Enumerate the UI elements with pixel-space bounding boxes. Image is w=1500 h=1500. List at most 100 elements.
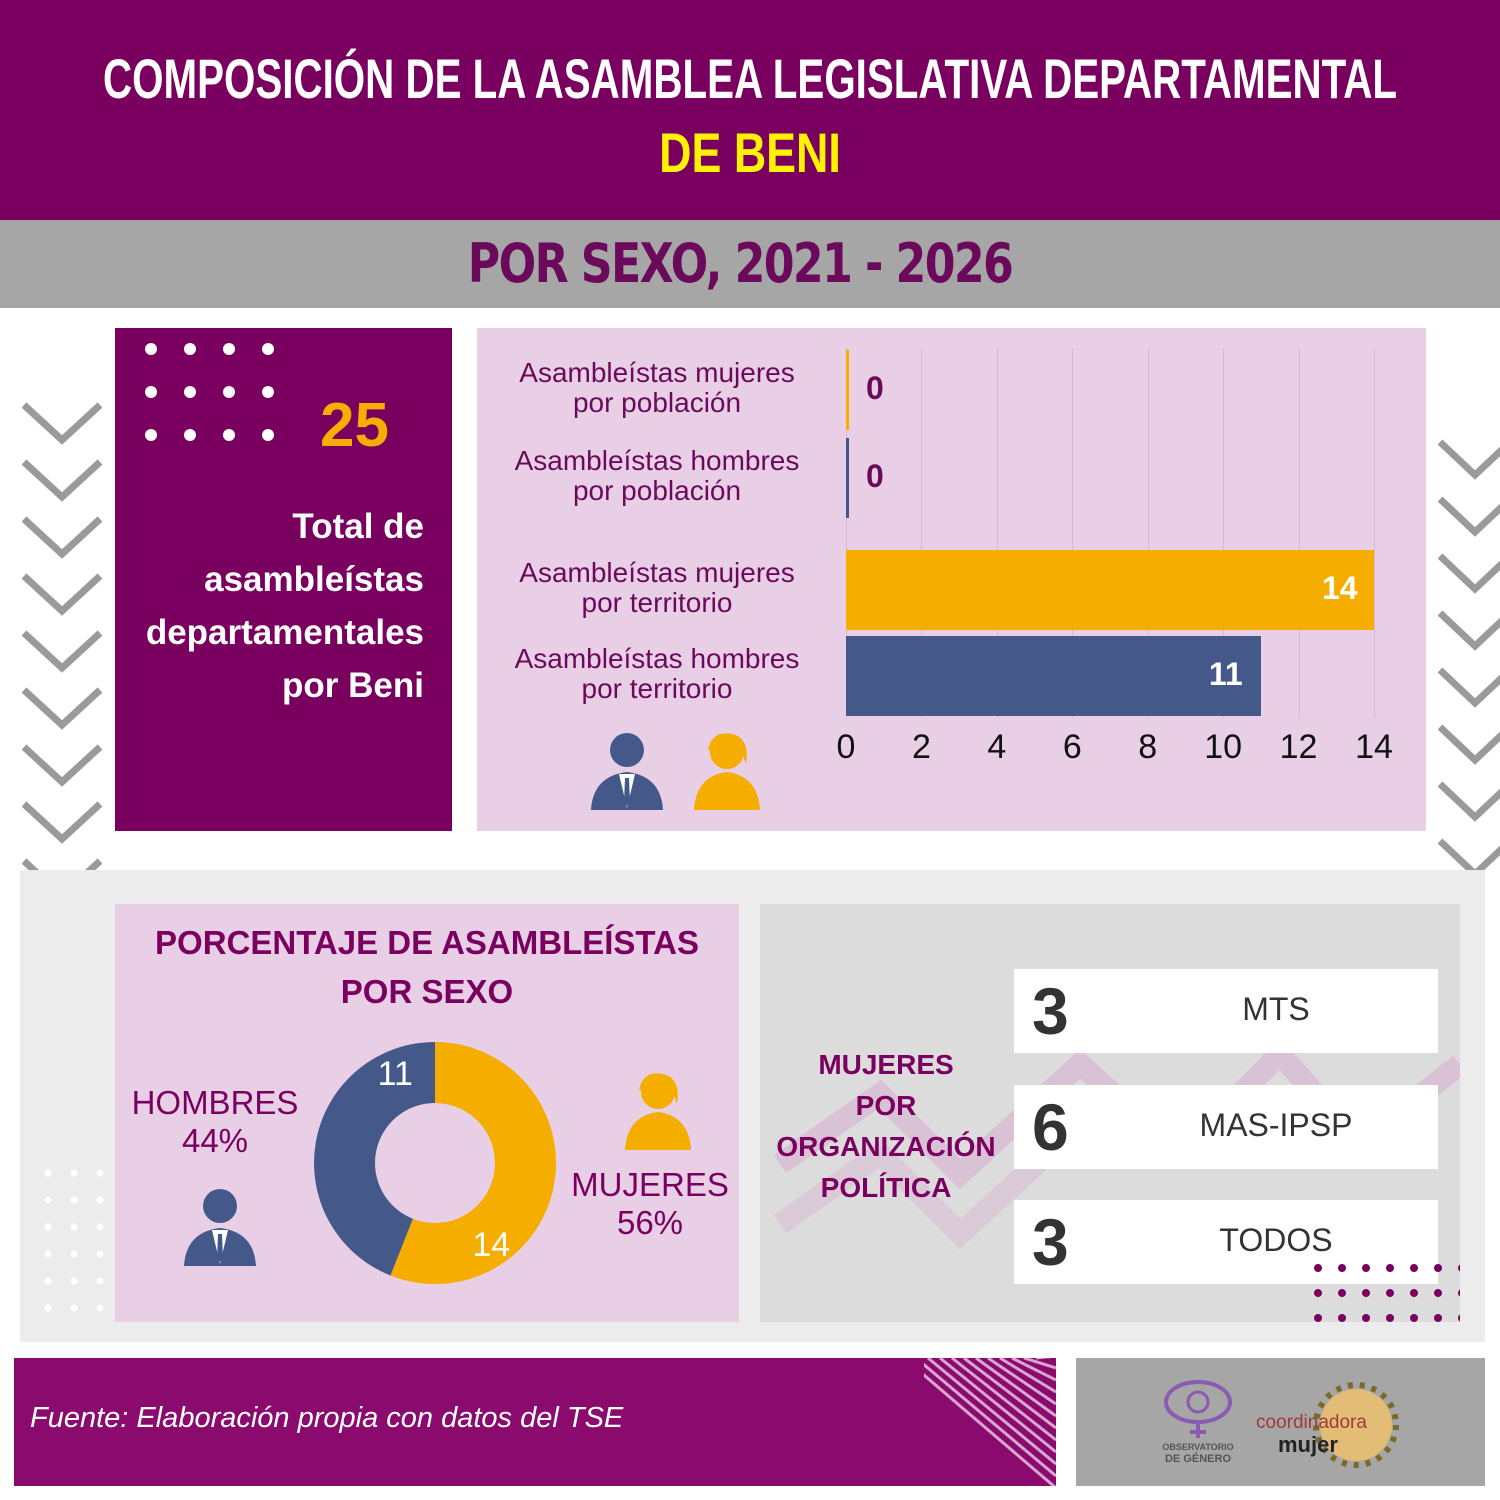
chevron-icon <box>21 687 103 730</box>
donut-title: POR SEXO <box>340 973 514 1010</box>
org-title-line: ORGANIZACIÓN <box>776 1131 996 1162</box>
dot-decoration <box>96 1250 104 1258</box>
svg-text:DE GÉNERO: DE GÉNERO <box>1165 1452 1231 1465</box>
x-tick-label: 0 <box>836 728 856 766</box>
gridline <box>921 348 923 718</box>
dot-decoration <box>1362 1289 1370 1297</box>
bar <box>846 550 1374 630</box>
donut-chart: 14 11 <box>314 1042 556 1284</box>
stripe <box>924 1373 1056 1486</box>
chevron-icon <box>21 744 103 787</box>
stripe <box>1023 1358 1056 1370</box>
man-icon <box>184 1189 256 1266</box>
dot-decoration <box>70 1169 78 1177</box>
dot-decoration <box>184 386 196 398</box>
dot-decoration <box>70 1304 78 1312</box>
bar-value-label: 0 <box>866 370 884 406</box>
bar-value-label: 0 <box>866 458 884 494</box>
x-tick-label: 6 <box>1062 728 1082 766</box>
dot-decoration <box>44 1169 52 1177</box>
donut-value-label: 11 <box>378 1055 413 1093</box>
bar <box>846 350 849 430</box>
dot-decoration <box>1458 1314 1460 1322</box>
logos-panel: OBSERVATORIO DE GÉNERO coordinadora mujer <box>1076 1358 1485 1486</box>
dot-decoration <box>44 1277 52 1285</box>
dot-grid-decoration <box>44 1169 104 1312</box>
stripe <box>963 1358 1056 1430</box>
x-tick-label: 12 <box>1279 728 1318 766</box>
title-line-2: DE BENI <box>659 121 841 184</box>
stripe <box>999 1358 1056 1394</box>
dot-grid-decoration <box>1314 1264 1460 1322</box>
stripe <box>927 1358 1056 1466</box>
total-label-line: por Beni <box>282 666 424 705</box>
total-label-line: Total de <box>292 507 424 546</box>
dot-decoration <box>1338 1264 1346 1272</box>
gridline <box>996 348 998 718</box>
dot-decoration <box>70 1250 78 1258</box>
org-count: 6 <box>1032 1090 1069 1164</box>
chevron-icon <box>1437 781 1500 822</box>
x-tick-label: 10 <box>1204 728 1243 766</box>
dot-decoration <box>96 1223 104 1231</box>
dot-decoration <box>44 1196 52 1204</box>
dot-decoration <box>1458 1264 1460 1272</box>
dot-decoration <box>1410 1289 1418 1297</box>
x-tick-label: 2 <box>911 728 931 766</box>
dot-decoration <box>96 1196 104 1204</box>
x-tick-label: 8 <box>1138 728 1158 766</box>
dot-decoration <box>145 386 157 398</box>
chevron-icon <box>21 516 103 559</box>
dot-decoration <box>44 1304 52 1312</box>
men-label: HOMBRES <box>131 1084 299 1121</box>
dot-decoration <box>44 1223 52 1231</box>
stripe <box>987 1358 1056 1406</box>
dot-decoration <box>96 1169 104 1177</box>
dot-decoration <box>145 429 157 441</box>
bar <box>846 438 849 518</box>
dot-decoration <box>262 386 274 398</box>
title-line-1: COMPOSICIÓN DE LA ASAMBLEA LEGISLATIVA D… <box>103 47 1397 110</box>
bar-category-label: Asambleístas mujeres por territorio <box>519 557 795 618</box>
dot-decoration <box>1314 1264 1322 1272</box>
dot-decoration <box>1386 1314 1394 1322</box>
bar-chart-panel: 0 2 4 6 8 10 12 14 Asambleístas mujeres por pobla… <box>477 328 1426 831</box>
dot-decoration <box>223 429 235 441</box>
total-label: Total de asambleístas departamentales po… <box>146 500 424 712</box>
chevron-icon <box>1437 610 1500 651</box>
man-icon <box>591 733 663 810</box>
chevron-icon <box>21 573 103 616</box>
dot-decoration <box>1386 1289 1394 1297</box>
dot-decoration <box>262 429 274 441</box>
dot-decoration <box>184 429 196 441</box>
gridline <box>846 348 847 718</box>
dot-decoration <box>145 343 157 355</box>
x-tick-label: 4 <box>987 728 1007 766</box>
gridline <box>1298 348 1300 718</box>
stripe <box>1011 1358 1056 1382</box>
stripes-decoration <box>924 1358 1056 1486</box>
bar-category-label: Asambleístas hombres por población <box>514 445 800 506</box>
chevron-icon <box>1437 496 1500 537</box>
dot-decoration <box>1314 1314 1322 1322</box>
bar <box>846 636 1261 716</box>
gridline <box>1374 348 1375 718</box>
dot-decoration <box>223 343 235 355</box>
dot-decoration <box>1338 1314 1346 1322</box>
footer: Fuente: Elaboración propia con datos del… <box>14 1358 1056 1486</box>
org-title-line: POLÍTICA <box>820 1172 952 1203</box>
dot-decoration <box>1458 1289 1460 1297</box>
dot-decoration <box>1314 1289 1322 1297</box>
dot-decoration <box>1338 1289 1346 1297</box>
total-value: 25 <box>320 391 389 460</box>
stripe <box>939 1358 1056 1454</box>
org-party: MTS <box>1242 991 1310 1027</box>
dot-decoration <box>262 343 274 355</box>
dot-decoration <box>96 1304 104 1312</box>
dot-decoration <box>1362 1264 1370 1272</box>
dot-decoration <box>70 1196 78 1204</box>
org-row: 3 MTS <box>1014 969 1438 1053</box>
chevron-icon <box>21 402 103 445</box>
gridline <box>1147 348 1149 718</box>
